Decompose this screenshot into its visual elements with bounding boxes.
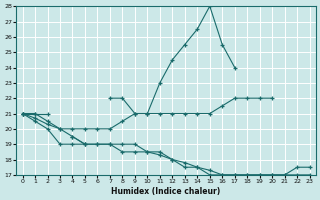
X-axis label: Humidex (Indice chaleur): Humidex (Indice chaleur)	[111, 187, 221, 196]
